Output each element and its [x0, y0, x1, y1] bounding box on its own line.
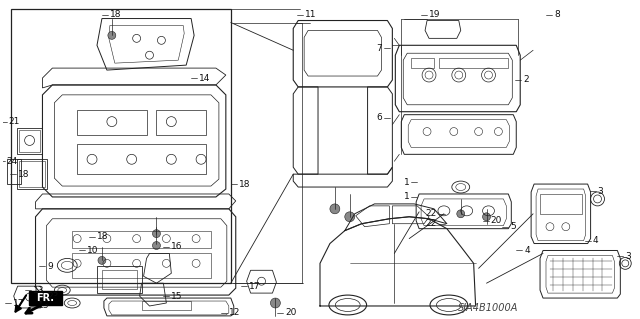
Text: 23: 23: [47, 292, 59, 300]
Circle shape: [345, 212, 355, 222]
Circle shape: [330, 204, 340, 214]
Text: 22: 22: [426, 219, 437, 228]
Text: 12: 12: [229, 308, 240, 317]
Text: 24: 24: [7, 157, 18, 166]
Text: 20: 20: [490, 216, 502, 225]
Text: 10: 10: [87, 246, 99, 255]
Text: 8: 8: [554, 10, 559, 19]
Bar: [29, 291, 62, 305]
Text: 7: 7: [377, 44, 383, 53]
Text: 14: 14: [199, 73, 211, 83]
Text: 18: 18: [18, 170, 29, 179]
Text: 4: 4: [593, 236, 598, 245]
Text: FR.: FR.: [36, 293, 54, 303]
Circle shape: [98, 256, 106, 264]
Text: 18: 18: [97, 232, 109, 241]
Text: 3: 3: [598, 187, 604, 196]
Text: 2: 2: [523, 76, 529, 85]
Circle shape: [152, 230, 161, 238]
Circle shape: [108, 31, 116, 39]
Text: 9: 9: [47, 262, 53, 271]
Circle shape: [457, 210, 465, 218]
Text: 1: 1: [403, 178, 409, 187]
Text: SJA4B1000A: SJA4B1000A: [458, 303, 518, 313]
Text: 17: 17: [248, 282, 260, 291]
Text: 16: 16: [172, 242, 183, 251]
Text: 17: 17: [13, 299, 24, 308]
Text: 6: 6: [377, 113, 383, 122]
Text: 21: 21: [9, 117, 20, 126]
Text: 15: 15: [172, 292, 183, 300]
Circle shape: [271, 298, 280, 308]
Text: 18: 18: [239, 180, 250, 189]
Text: 11: 11: [305, 10, 317, 19]
Text: 19: 19: [429, 10, 440, 19]
Text: 18: 18: [110, 10, 122, 19]
Text: 1: 1: [403, 192, 409, 202]
Text: 3: 3: [625, 252, 631, 261]
Text: 13: 13: [33, 286, 44, 295]
Text: 4: 4: [524, 246, 530, 255]
Text: 13: 13: [38, 301, 49, 310]
Text: 5: 5: [510, 222, 516, 231]
Circle shape: [483, 213, 490, 221]
Text: 20: 20: [285, 308, 297, 317]
Circle shape: [152, 241, 161, 249]
Text: 22: 22: [426, 209, 437, 218]
